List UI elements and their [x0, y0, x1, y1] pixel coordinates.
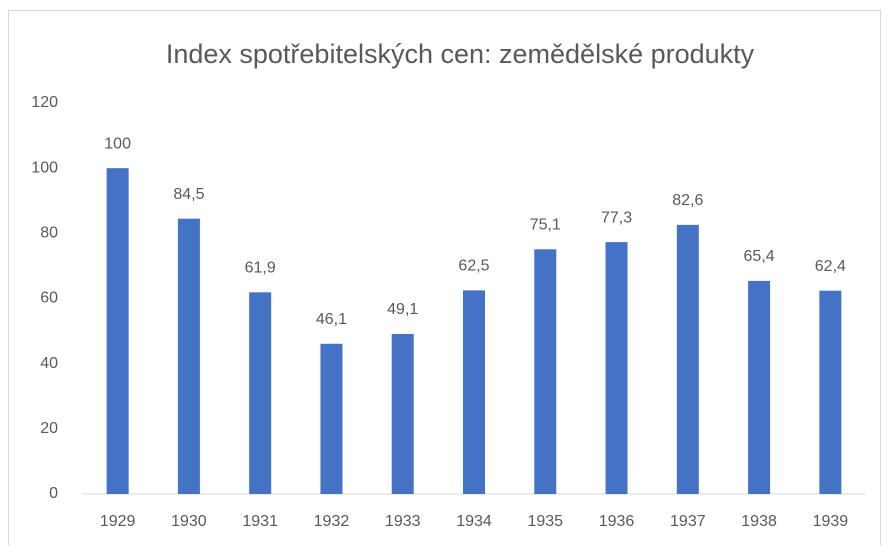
x-tick-label: 1929	[100, 513, 136, 530]
x-tick-label: 1931	[242, 513, 278, 530]
bar	[676, 224, 699, 494]
y-tick-label: 20	[40, 420, 58, 437]
x-tick-label: 1939	[813, 513, 849, 530]
data-label: 84,5	[173, 186, 204, 203]
x-tick-label: 1938	[741, 513, 777, 530]
bar	[819, 290, 842, 494]
data-label: 62,5	[458, 258, 489, 275]
data-label: 82,6	[672, 192, 703, 209]
bar	[463, 290, 485, 494]
bar	[320, 343, 343, 494]
bar	[391, 334, 414, 494]
bar	[534, 249, 557, 494]
x-tick-label: 1936	[599, 513, 635, 530]
bar	[249, 292, 272, 494]
y-tick-label: 40	[40, 355, 58, 372]
data-label: 49,1	[387, 301, 418, 318]
y-tick-label: 0	[49, 485, 58, 502]
x-tick-label: 1932	[314, 513, 350, 530]
x-tick-label: 1934	[456, 513, 492, 530]
data-label: 46,1	[316, 311, 347, 328]
chart-title: Index spotřebitelských cen: zemědělské p…	[166, 39, 755, 69]
data-label: 75,1	[530, 217, 561, 234]
x-tick-label: 1937	[670, 513, 706, 530]
y-tick-label: 60	[40, 290, 58, 307]
bar	[605, 242, 628, 494]
data-label: 62,4	[815, 258, 846, 275]
bar	[106, 168, 129, 494]
data-label: 100	[104, 135, 131, 152]
x-tick-label: 1935	[527, 513, 563, 530]
bar	[748, 280, 771, 494]
data-label: 77,3	[601, 209, 632, 226]
bar	[177, 218, 200, 494]
x-tick-label: 1930	[171, 513, 207, 530]
y-tick-label: 80	[40, 225, 58, 242]
y-tick-label: 120	[31, 94, 58, 111]
data-label: 65,4	[744, 248, 775, 265]
y-tick-label: 100	[31, 159, 58, 176]
chart-border	[8, 10, 881, 545]
x-tick-label: 1933	[385, 513, 421, 530]
data-label: 61,9	[245, 260, 276, 277]
